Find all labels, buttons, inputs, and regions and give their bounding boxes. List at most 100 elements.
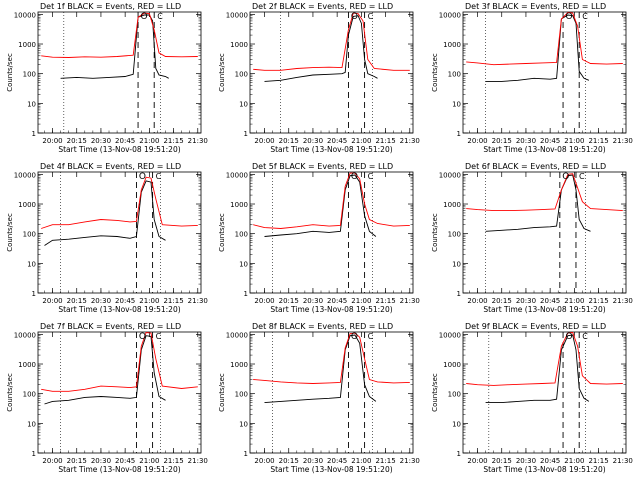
y-axis-label: Counts/sec bbox=[431, 213, 439, 252]
x-tick-label: 20:00 bbox=[42, 297, 62, 305]
c-annotation: C bbox=[368, 172, 374, 181]
o-annotation: O bbox=[139, 332, 146, 342]
x-tick-label: 20:45 bbox=[540, 297, 560, 305]
y-tick-label: 10000 bbox=[14, 331, 36, 339]
events-series-line bbox=[44, 335, 166, 405]
plot-frame bbox=[462, 11, 627, 134]
events-series-line bbox=[44, 180, 166, 246]
x-tick-label: 20:30 bbox=[303, 137, 323, 145]
x-tick-label: 20:00 bbox=[42, 457, 62, 465]
panel-title: Det 4f BLACK = Events, RED = LLD bbox=[40, 162, 181, 171]
y-tick-label: 10 bbox=[452, 100, 461, 108]
x-tick-label: 20:00 bbox=[467, 297, 487, 305]
x-tick-label: 20:45 bbox=[327, 457, 347, 465]
detector-panel: Det 8f BLACK = Events, RED = LLD 1 10 100 10… bbox=[218, 322, 420, 474]
lld-series-line bbox=[253, 172, 410, 229]
x-tick-label: 20:00 bbox=[42, 137, 62, 145]
panel-title: Det 5f BLACK = Events, RED = LLD bbox=[252, 162, 393, 171]
y-tick-label: 1 bbox=[457, 130, 461, 138]
c-annotation: C bbox=[582, 12, 588, 21]
x-tick-label: 20:30 bbox=[516, 137, 536, 145]
y-axis-label: Counts/sec bbox=[218, 213, 226, 252]
lld-series-line bbox=[466, 332, 623, 386]
x-tick-label: 20:30 bbox=[91, 297, 111, 305]
x-tick-label: 20:45 bbox=[115, 297, 135, 305]
x-tick-label: 21:30 bbox=[188, 457, 208, 465]
detector-panel: Det 6f BLACK = Events, RED = LLD 1 10 100 10… bbox=[431, 162, 633, 314]
y-tick-label: 10 bbox=[27, 100, 36, 108]
x-tick-label: 21:30 bbox=[613, 297, 633, 305]
y-tick-label: 1000 bbox=[443, 41, 461, 49]
x-axis-label: Start Time (13-Nov-08 19:51:20) bbox=[483, 465, 605, 474]
x-tick-label: 21:00 bbox=[351, 457, 371, 465]
y-tick-label: 1 bbox=[32, 450, 36, 458]
y-tick-label: 1 bbox=[457, 450, 461, 458]
x-tick-label: 20:15 bbox=[279, 457, 299, 465]
x-tick-label: 21:00 bbox=[139, 297, 159, 305]
o-annotation: O bbox=[566, 332, 573, 342]
plot-frame bbox=[37, 11, 202, 134]
y-tick-label: 10000 bbox=[439, 171, 461, 179]
x-tick-label: 20:15 bbox=[492, 457, 512, 465]
y-axis-label: Counts/sec bbox=[6, 53, 14, 92]
x-tick-label: 20:00 bbox=[254, 297, 274, 305]
y-tick-label: 1 bbox=[457, 290, 461, 298]
o-annotation: O bbox=[351, 12, 358, 22]
plot-frame bbox=[249, 331, 414, 454]
panel-title: Det 2f BLACK = Events, RED = LLD bbox=[252, 2, 393, 11]
lld-series-line bbox=[253, 332, 410, 384]
detector-panel: Det 9f BLACK = Events, RED = LLD 1 10 100 10… bbox=[431, 322, 633, 474]
x-tick-label: 21:00 bbox=[351, 137, 371, 145]
panel-title: Det 3f BLACK = Events, RED = LLD bbox=[465, 2, 606, 11]
y-tick-label: 100 bbox=[235, 71, 248, 79]
x-tick-label: 20:30 bbox=[516, 297, 536, 305]
detector-panel: Det 5f BLACK = Events, RED = LLD 1 10 100 10… bbox=[218, 162, 420, 314]
x-tick-label: 20:00 bbox=[467, 137, 487, 145]
y-tick-label: 10000 bbox=[14, 11, 36, 19]
x-axis-label: Start Time (13-Nov-08 19:51:20) bbox=[483, 305, 605, 314]
x-tick-label: 21:00 bbox=[139, 137, 159, 145]
x-tick-label: 20:15 bbox=[279, 297, 299, 305]
x-tick-label: 20:15 bbox=[492, 297, 512, 305]
x-tick-label: 20:00 bbox=[254, 137, 274, 145]
y-tick-label: 1000 bbox=[230, 361, 248, 369]
y-tick-label: 10 bbox=[27, 420, 36, 428]
x-tick-label: 21:30 bbox=[613, 457, 633, 465]
y-tick-label: 1000 bbox=[443, 361, 461, 369]
y-axis-label: Counts/sec bbox=[431, 53, 439, 92]
x-axis-label: Start Time (13-Nov-08 19:51:20) bbox=[270, 465, 392, 474]
y-axis-label: Counts/sec bbox=[218, 53, 226, 92]
y-tick-label: 10 bbox=[452, 420, 461, 428]
x-tick-label: 20:30 bbox=[303, 457, 323, 465]
x-tick-label: 21:30 bbox=[400, 297, 420, 305]
detector-panel: Det 3f BLACK = Events, RED = LLD 1 10 100 10… bbox=[431, 2, 633, 154]
y-tick-label: 100 bbox=[235, 391, 248, 399]
x-axis-label: Start Time (13-Nov-08 19:51:20) bbox=[58, 305, 180, 314]
x-tick-label: 21:30 bbox=[400, 457, 420, 465]
y-tick-label: 100 bbox=[23, 71, 36, 79]
x-tick-label: 21:15 bbox=[163, 137, 183, 145]
y-tick-label: 1 bbox=[244, 130, 248, 138]
lld-series-line bbox=[41, 176, 198, 229]
plot-frame bbox=[462, 331, 627, 454]
o-annotation: O bbox=[351, 172, 358, 182]
x-tick-label: 21:15 bbox=[588, 297, 608, 305]
x-tick-label: 20:15 bbox=[67, 457, 87, 465]
y-tick-label: 1 bbox=[244, 450, 248, 458]
y-tick-label: 100 bbox=[448, 231, 461, 239]
x-tick-label: 21:15 bbox=[163, 297, 183, 305]
events-series-line bbox=[485, 174, 591, 232]
y-axis-label: Counts/sec bbox=[6, 373, 14, 412]
y-tick-label: 10000 bbox=[226, 11, 248, 19]
y-tick-label: 100 bbox=[448, 71, 461, 79]
x-tick-label: 21:15 bbox=[588, 457, 608, 465]
x-tick-label: 21:15 bbox=[163, 457, 183, 465]
panel-title: Det 1f BLACK = Events, RED = LLD bbox=[40, 2, 181, 11]
detector-panel: Det 7f BLACK = Events, RED = LLD 1 10 100 10… bbox=[6, 322, 208, 474]
x-tick-label: 21:30 bbox=[188, 297, 208, 305]
plot-frame bbox=[37, 171, 202, 294]
x-tick-label: 21:15 bbox=[375, 137, 395, 145]
x-tick-label: 20:15 bbox=[492, 137, 512, 145]
detector-panel: Det 1f BLACK = Events, RED = LLD 1 10 100 10… bbox=[6, 2, 208, 154]
